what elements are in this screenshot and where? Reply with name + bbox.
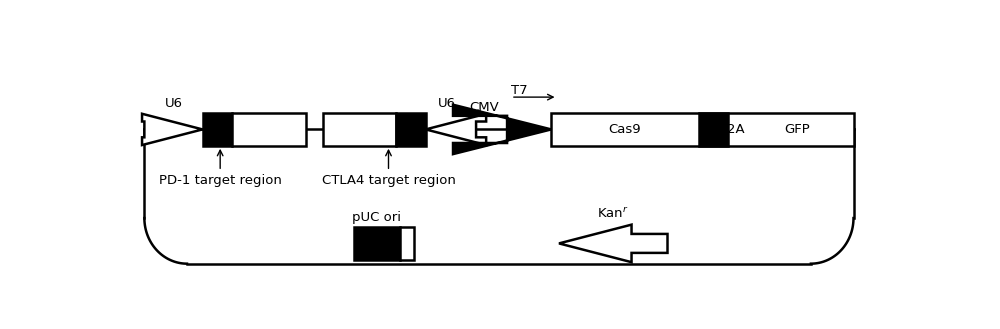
FancyArrow shape (426, 114, 486, 145)
Text: GFP: GFP (784, 123, 810, 136)
Text: PD-1 target region: PD-1 target region (159, 174, 282, 187)
Text: 2A: 2A (727, 123, 745, 136)
Bar (698, 113, 728, 146)
Text: Cas9: Cas9 (609, 123, 641, 136)
Text: CTLA4 target region: CTLA4 target region (322, 174, 455, 187)
Text: Kan$^r$: Kan$^r$ (597, 207, 629, 221)
Bar (396, 113, 426, 146)
Text: pUC ori: pUC ori (352, 212, 401, 224)
Bar (551, 113, 854, 146)
FancyArrow shape (453, 105, 551, 154)
Bar (232, 113, 306, 146)
Text: T7: T7 (511, 84, 528, 97)
FancyArrow shape (559, 225, 668, 262)
Bar (400, 227, 414, 260)
Bar (202, 113, 232, 146)
Bar (354, 227, 400, 260)
Text: U6: U6 (438, 97, 456, 111)
Text: U6: U6 (165, 97, 183, 111)
Text: CMV: CMV (470, 101, 499, 114)
FancyArrow shape (142, 114, 202, 145)
Bar (323, 113, 396, 146)
